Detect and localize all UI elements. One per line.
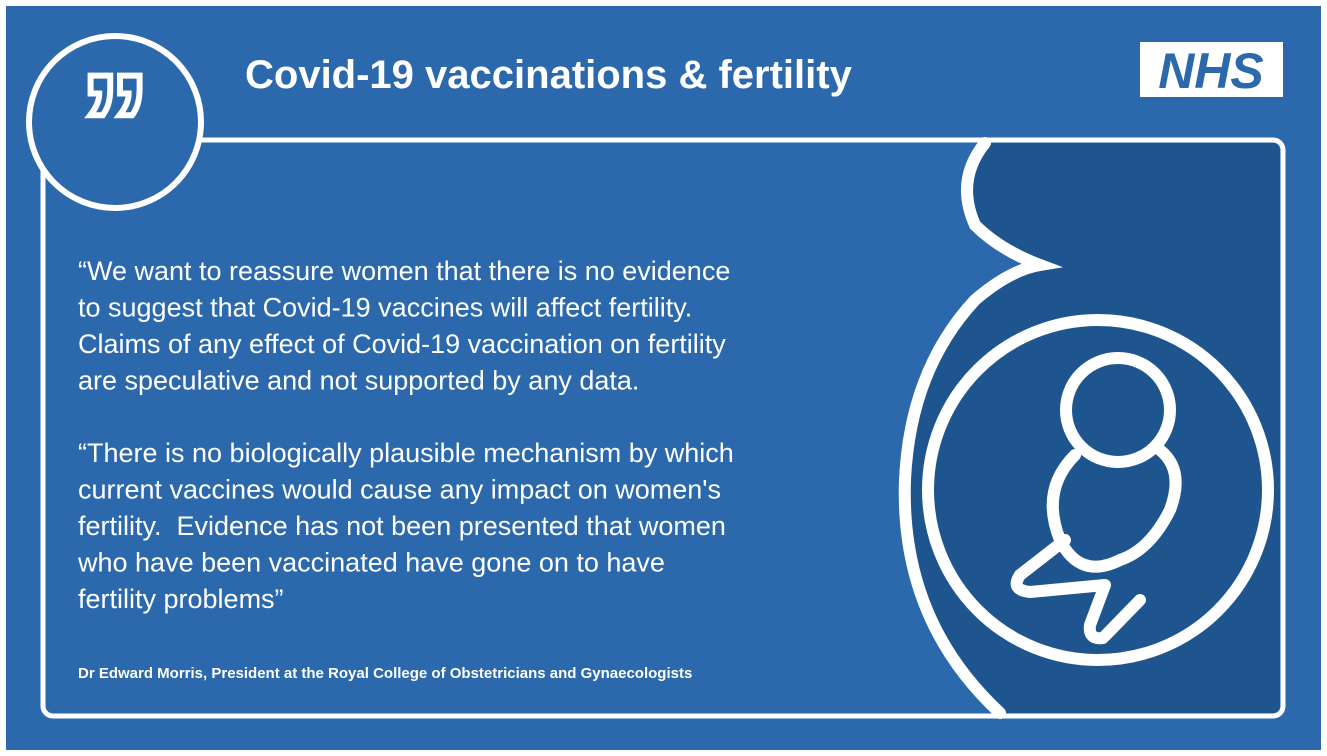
attribution: Dr Edward Morris, President at the Royal… xyxy=(78,665,692,682)
quote-line: “We want to reassure women that there is… xyxy=(78,256,730,286)
quote-line: are speculative and not supported by any… xyxy=(78,366,639,396)
quote-line: “There is no biologically plausible mech… xyxy=(78,438,734,468)
quote-line: to suggest that Covid-19 vaccines will a… xyxy=(78,293,692,323)
logo-box xyxy=(1140,42,1283,97)
quote-mark: ” xyxy=(80,45,150,202)
quote-line: Claims of any effect of Covid-19 vaccina… xyxy=(78,329,726,359)
quote-line: current vaccines would cause any impact … xyxy=(78,475,721,505)
quote-line: who have been vaccinated have gone on to… xyxy=(77,548,665,578)
quote-line: fertility. Evidence has not been present… xyxy=(78,511,726,541)
quote-line: fertility problems” xyxy=(78,584,284,614)
title: Covid-19 vaccinations & fertility xyxy=(245,53,853,97)
quote: “We want to reassure women that there is… xyxy=(77,256,734,614)
illustration xyxy=(898,137,1280,719)
logo: NHS xyxy=(1158,43,1264,99)
quote-icon xyxy=(26,33,204,211)
panel xyxy=(40,137,1286,719)
